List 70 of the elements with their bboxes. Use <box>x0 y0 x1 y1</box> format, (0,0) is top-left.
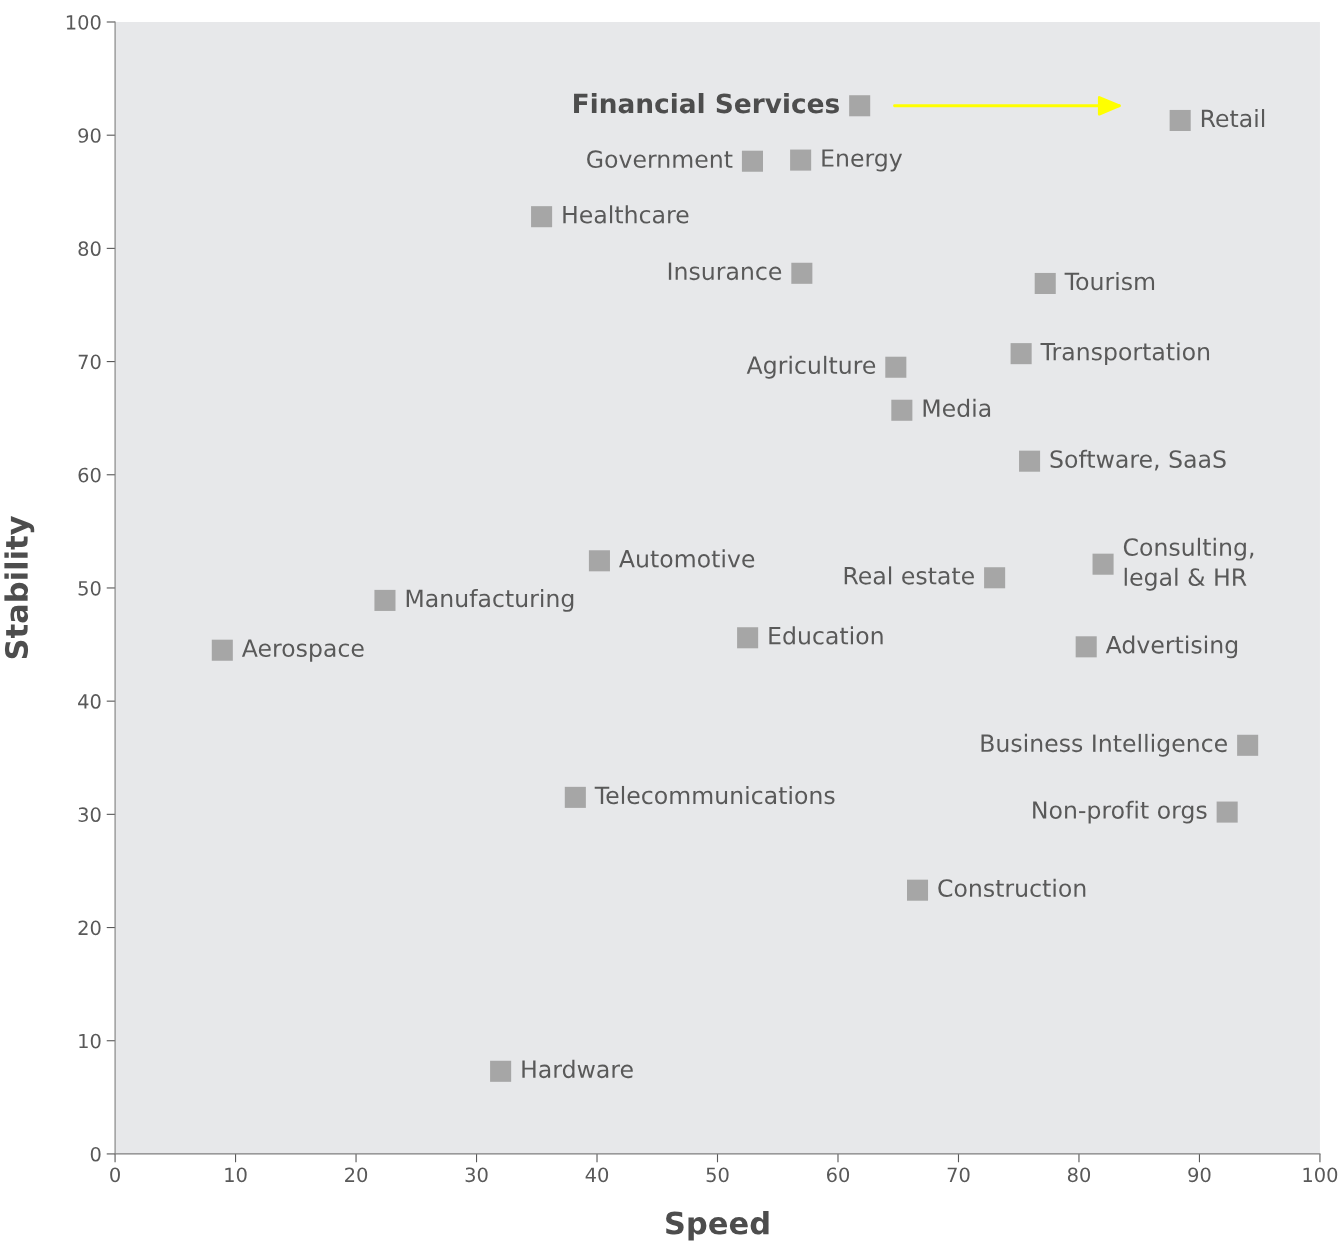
data-label: Insurance <box>668 262 782 281</box>
y-tick-label: 10 <box>79 1033 101 1049</box>
data-label: Energy <box>822 149 903 172</box>
y-axis-title: Stability <box>4 515 35 659</box>
x-tick-label: 100 <box>1303 1167 1338 1183</box>
point <box>490 1060 512 1082</box>
point <box>1034 272 1056 295</box>
x-tick-label: 30 <box>465 1167 488 1183</box>
x-tick-label: 80 <box>1067 1167 1091 1183</box>
y-tick-label: 80 <box>78 241 101 257</box>
point <box>1237 734 1259 756</box>
x-tick-label: 40 <box>585 1167 609 1183</box>
data-label: Media <box>923 398 991 418</box>
data-label: Manufacturing <box>406 588 574 612</box>
y-tick-label: 50 <box>78 580 101 596</box>
data-label: Education <box>769 626 883 645</box>
data-label: Advertising <box>1105 635 1238 659</box>
data-label: Business Intelligence <box>981 733 1227 757</box>
point <box>984 567 1006 589</box>
data-label: Financial Services <box>574 92 839 114</box>
point <box>564 786 586 808</box>
point <box>1216 801 1238 823</box>
data-label: Non-profit orgs <box>1033 800 1207 824</box>
data-label: Software, SaaS <box>1050 449 1226 471</box>
x-axis-title: Speed <box>666 1210 769 1241</box>
point <box>374 589 396 611</box>
y-tick-label: 0 <box>90 1146 101 1162</box>
data-label: Transportation <box>1040 342 1210 366</box>
y-tick-label: 90 <box>78 128 101 143</box>
point <box>588 550 610 572</box>
point <box>1019 450 1041 472</box>
x-tick-label: 90 <box>1188 1167 1211 1183</box>
data-label: Tourism <box>1064 272 1155 291</box>
x-tick-label: 10 <box>225 1167 247 1183</box>
data-label: Construction <box>938 878 1086 898</box>
data-label: Government <box>587 150 733 169</box>
point <box>1010 343 1032 365</box>
x-tick-label: 60 <box>826 1167 850 1183</box>
y-tick-label: 40 <box>78 694 101 709</box>
data-label: Agriculture <box>746 355 876 379</box>
data-label: Real estate <box>844 566 974 585</box>
point <box>791 262 813 284</box>
data-label: Aerospace <box>241 639 364 662</box>
y-tick-label: 20 <box>78 920 101 936</box>
point <box>741 150 763 172</box>
point <box>1169 109 1191 132</box>
point <box>737 627 759 649</box>
data-label: Automotive <box>619 549 755 568</box>
data-label: Consulting, legal & HR <box>1123 537 1254 591</box>
y-tick-label: 30 <box>78 807 101 823</box>
point <box>531 206 553 228</box>
point <box>790 149 812 171</box>
point <box>1075 636 1097 658</box>
point <box>211 639 233 661</box>
data-label: Telecommunications <box>594 785 835 805</box>
point <box>891 399 913 421</box>
data-label: Hardware <box>522 1059 633 1079</box>
data-label: Retail <box>1201 109 1265 128</box>
x-tick-label: 50 <box>706 1167 729 1183</box>
y-tick-label: 70 <box>78 354 101 370</box>
x-tick-label: 20 <box>345 1167 368 1183</box>
point <box>885 356 907 378</box>
data-label: Healthcare <box>563 205 689 224</box>
y-tick-label: 60 <box>78 467 101 483</box>
point <box>906 879 929 901</box>
point <box>1092 553 1114 575</box>
y-tick-label: 100 <box>66 14 101 30</box>
x-tick-label: 0 <box>110 1167 120 1183</box>
point <box>849 95 871 117</box>
x-tick-label: 70 <box>947 1167 970 1183</box>
